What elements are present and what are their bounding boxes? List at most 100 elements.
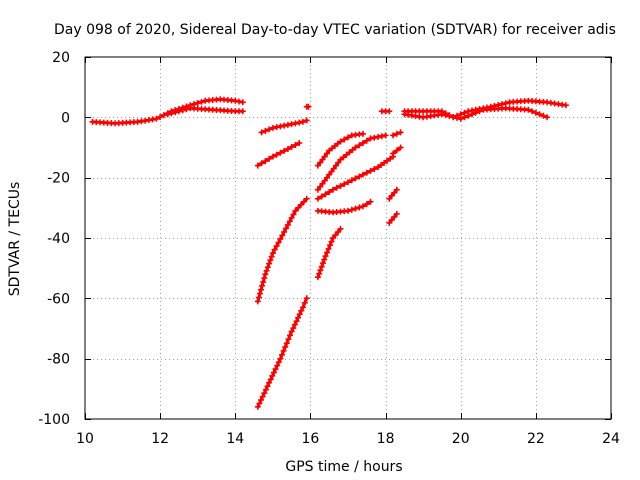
data-point xyxy=(303,295,310,302)
series-arc-3 xyxy=(258,117,310,136)
data-point xyxy=(363,137,370,144)
data-point xyxy=(321,153,328,160)
tick-layer xyxy=(85,57,612,420)
data-point xyxy=(285,336,292,343)
data-point xyxy=(371,134,378,141)
data-point xyxy=(275,359,282,366)
data-point xyxy=(393,130,400,137)
data-point xyxy=(292,207,299,214)
data-point xyxy=(279,232,286,239)
series-arc-13 xyxy=(390,129,404,139)
data-point xyxy=(262,271,269,278)
data-point xyxy=(330,186,336,193)
x-tick-label: 18 xyxy=(377,431,395,447)
data-point xyxy=(257,290,263,297)
data-point xyxy=(393,147,400,154)
data-point xyxy=(325,245,332,252)
data-point xyxy=(283,340,290,347)
data-point xyxy=(457,115,464,122)
data-point xyxy=(179,107,186,114)
data-point xyxy=(298,201,304,208)
data-point xyxy=(393,186,400,193)
data-point xyxy=(274,362,281,369)
data-point xyxy=(390,132,397,139)
data-point xyxy=(236,98,242,105)
x-tick-label: 10 xyxy=(76,431,94,447)
data-point xyxy=(360,130,366,137)
data-point xyxy=(322,253,329,260)
data-point xyxy=(232,97,239,104)
data-point xyxy=(254,298,261,305)
data-point xyxy=(267,376,274,383)
data-point xyxy=(287,332,293,339)
data-point xyxy=(391,189,398,196)
data-point xyxy=(472,109,479,116)
data-point xyxy=(303,117,310,124)
data-point xyxy=(262,158,269,165)
data-point xyxy=(172,109,179,116)
y-tick-label: -40 xyxy=(47,231,70,247)
series-arc-8 xyxy=(314,130,366,169)
data-point xyxy=(263,267,270,274)
data-point xyxy=(269,372,276,379)
series-arc-6 xyxy=(254,295,310,410)
data-point xyxy=(239,108,246,115)
data-point xyxy=(292,120,299,127)
data-point xyxy=(270,369,277,376)
data-point xyxy=(288,328,295,335)
data-point xyxy=(335,229,341,235)
data-point xyxy=(194,100,201,106)
x-tick-label: 24 xyxy=(602,431,620,447)
data-point xyxy=(328,238,335,245)
data-point xyxy=(367,198,374,205)
data-point xyxy=(266,155,273,162)
data-point xyxy=(305,103,312,110)
data-point xyxy=(198,98,205,105)
data-point xyxy=(296,311,303,318)
data-point xyxy=(258,286,264,293)
series-arc-18 xyxy=(401,105,551,122)
series-arc-19 xyxy=(303,103,312,110)
data-point xyxy=(544,114,551,121)
data-point xyxy=(378,133,385,140)
y-tick-label: -100 xyxy=(38,412,70,428)
data-point xyxy=(284,146,291,152)
data-point xyxy=(269,124,276,131)
data-point xyxy=(345,179,351,186)
series-arc-16 xyxy=(390,144,404,157)
data-point xyxy=(277,236,284,242)
data-point xyxy=(283,225,289,232)
data-point xyxy=(296,140,303,146)
data-point xyxy=(386,108,393,115)
data-point xyxy=(461,114,468,121)
y-axis-label: SDTVAR / TECUs xyxy=(7,182,23,297)
data-point xyxy=(314,274,321,281)
data-point xyxy=(266,379,273,386)
data-point xyxy=(290,325,297,332)
data-point xyxy=(438,111,445,118)
x-tick-label: 20 xyxy=(452,431,470,447)
data-point xyxy=(175,108,182,115)
data-point xyxy=(341,181,348,188)
series-arc-1 xyxy=(89,96,246,127)
data-point xyxy=(367,167,374,174)
data-point xyxy=(267,257,274,264)
data-point xyxy=(324,249,330,256)
data-point xyxy=(282,344,289,350)
data-point xyxy=(337,138,344,145)
data-point xyxy=(271,246,278,253)
data-point xyxy=(258,129,265,136)
data-point xyxy=(317,267,324,274)
data-point xyxy=(261,390,268,397)
data-point xyxy=(273,243,280,249)
series-arc-10 xyxy=(314,198,374,216)
data-point xyxy=(298,307,305,314)
data-point xyxy=(277,149,284,156)
data-point xyxy=(264,264,271,271)
data-point xyxy=(324,174,330,181)
data-point xyxy=(260,279,267,285)
data-point xyxy=(352,205,359,212)
data-point xyxy=(239,99,246,106)
data-point xyxy=(288,144,295,150)
